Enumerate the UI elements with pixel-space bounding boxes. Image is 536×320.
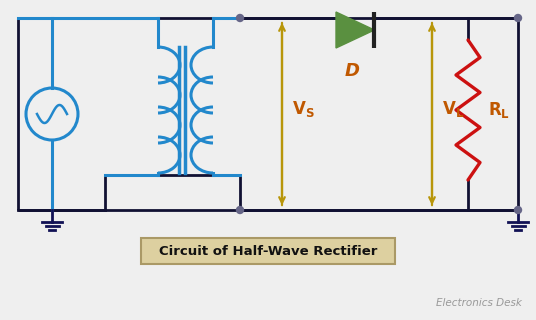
Text: Electronics Desk: Electronics Desk [436, 298, 522, 308]
Text: Circuit of Half-Wave Rectifier: Circuit of Half-Wave Rectifier [159, 244, 377, 258]
FancyBboxPatch shape [141, 238, 395, 264]
Text: $\mathbf{R_L}$: $\mathbf{R_L}$ [488, 100, 510, 120]
Text: $\mathbf{V_L}$: $\mathbf{V_L}$ [442, 99, 464, 119]
Circle shape [515, 206, 522, 213]
Polygon shape [336, 12, 375, 48]
Text: D: D [345, 62, 360, 80]
Circle shape [236, 14, 243, 21]
Text: $\mathbf{V_S}$: $\mathbf{V_S}$ [292, 99, 315, 119]
Circle shape [236, 206, 243, 213]
Circle shape [515, 14, 522, 21]
